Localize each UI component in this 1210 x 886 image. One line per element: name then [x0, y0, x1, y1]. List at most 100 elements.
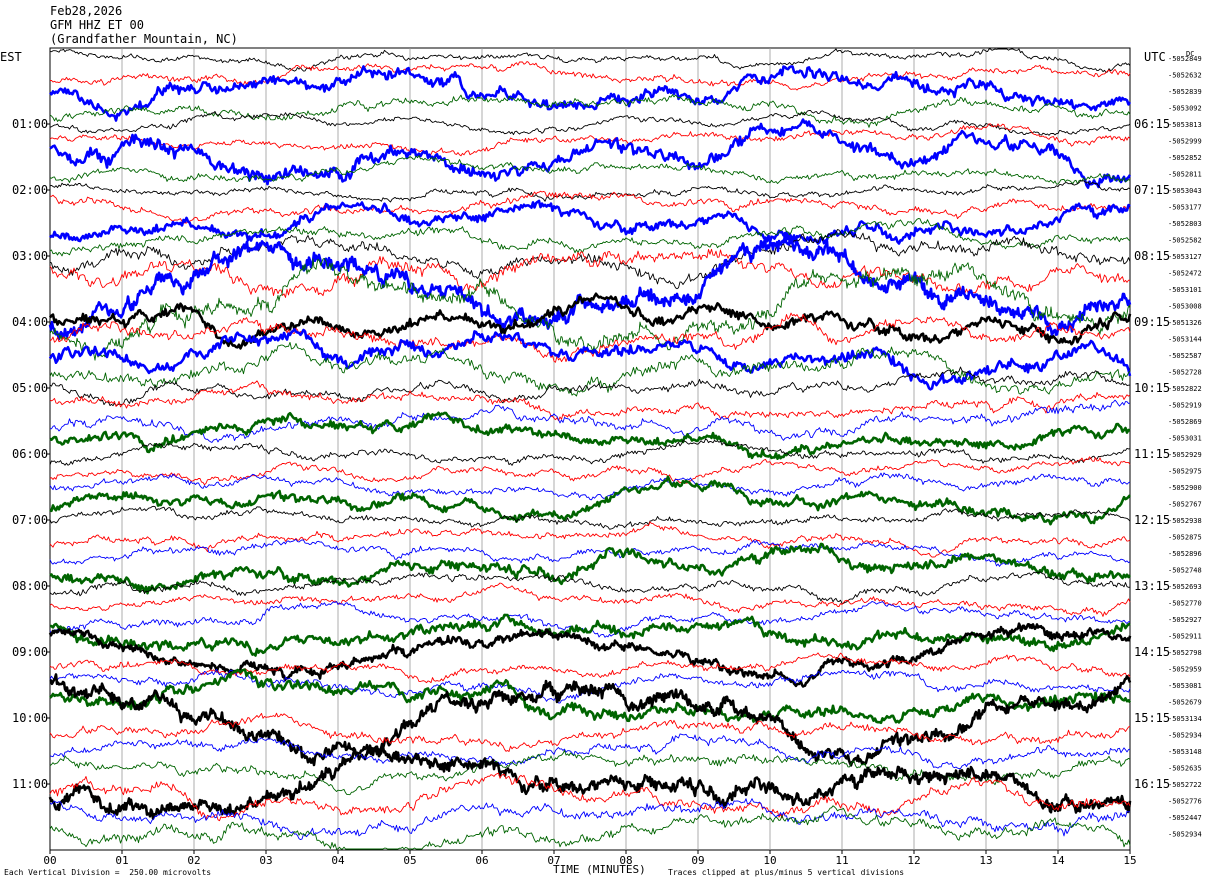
- station-location: (Grandfather Mountain, NC): [50, 32, 238, 46]
- trace-line: [49, 399, 1131, 443]
- trace-line: [49, 155, 1131, 185]
- x-tick-label: 11: [835, 854, 848, 867]
- trace-offset: -5052693: [1168, 583, 1202, 591]
- trace-line: [49, 542, 1131, 595]
- x-tick-label: 03: [259, 854, 272, 867]
- trace-line: [49, 582, 1131, 617]
- trace-offset: -5052728: [1168, 369, 1202, 377]
- est-time-label: 09:00: [12, 645, 48, 659]
- scale-note: Each Vertical Division = 250.00 microvol…: [4, 868, 212, 877]
- trace-offset: -5052803: [1168, 220, 1202, 228]
- x-tick-label: 13: [979, 854, 992, 867]
- est-time-label: 11:00: [12, 777, 48, 791]
- trace-line: [49, 456, 1131, 486]
- trace-line: [49, 48, 1131, 74]
- trace-offset: -5052929: [1168, 451, 1202, 459]
- chart-header: Feb28,2026 GFM HHZ ET 00 (Grandfather Mo…: [50, 4, 238, 46]
- trace-line: [49, 505, 1131, 530]
- est-time-label: 10:00: [12, 711, 48, 725]
- trace-line: [50, 613, 1131, 657]
- trace-line: [49, 472, 1131, 501]
- utc-time-label: 16:15: [1134, 777, 1170, 791]
- trace-line: [49, 438, 1131, 466]
- est-axis-label: EST: [0, 50, 22, 64]
- utc-time-label: 10:15: [1134, 381, 1170, 395]
- utc-time-label: 06:15: [1134, 117, 1170, 131]
- trace-line: [49, 180, 1131, 203]
- trace-offset: -5052875: [1168, 534, 1202, 542]
- x-axis-title: TIME (MINUTES): [553, 863, 646, 876]
- trace-offset: -5053031: [1168, 435, 1202, 443]
- trace-line: [49, 712, 1131, 752]
- trace-offset: -5052767: [1168, 501, 1202, 509]
- left-time-labels: 01:00 02:00 03:00 04:00 05:00 06:00 07:00 08:00…: [12, 117, 50, 791]
- trace-offset: -5053101: [1168, 286, 1202, 294]
- trace-line: [49, 411, 1131, 460]
- trace-line: [49, 733, 1131, 770]
- trace-offset: -5052811: [1168, 171, 1202, 179]
- trace-line: [49, 218, 1131, 257]
- trace-offset: -5053144: [1168, 336, 1202, 344]
- trace-offset: -5052582: [1168, 237, 1202, 245]
- x-tick-label: 08: [619, 854, 632, 867]
- utc-time-label: 13:15: [1134, 579, 1170, 593]
- trace-line: [49, 258, 1131, 361]
- trace-offset-labels: -5052849 -5052632 -5052839 -5053092 -5053813…: [1168, 55, 1202, 839]
- trace-offset: -5053081: [1168, 682, 1202, 690]
- trace-line: [49, 65, 1132, 122]
- trace-line: [49, 123, 1131, 157]
- utc-time-label: 14:15: [1134, 645, 1170, 659]
- utc-time-label: 09:15: [1134, 315, 1170, 329]
- est-time-label: 04:00: [12, 315, 48, 329]
- trace-line: [48, 292, 1132, 350]
- trace-line: [48, 328, 1132, 391]
- utc-time-label: 07:15: [1134, 183, 1170, 197]
- x-tick-label: 07: [547, 854, 560, 867]
- trace-offset: -5052934: [1168, 732, 1202, 740]
- trace-offset: -5052900: [1168, 484, 1202, 492]
- x-tick-label: 15: [1123, 854, 1136, 867]
- trace-offset: -5053092: [1168, 105, 1202, 113]
- trace-offset: -5052934: [1168, 831, 1202, 839]
- trace-offset: -5052472: [1168, 270, 1202, 278]
- trace-line: [49, 571, 1131, 604]
- x-tick-label: 01: [115, 854, 128, 867]
- x-tick-label: 05: [403, 854, 416, 867]
- est-time-label: 07:00: [12, 513, 48, 527]
- est-time-label: 06:00: [12, 447, 48, 461]
- trace-offset: -5052748: [1168, 567, 1202, 575]
- trace-line: [49, 805, 1131, 850]
- x-tick-label: 04: [331, 854, 345, 867]
- trace-offset: -5052975: [1168, 468, 1202, 476]
- utc-time-label: 08:15: [1134, 249, 1170, 263]
- trace-offset: -5052896: [1168, 550, 1202, 558]
- trace-offset: -5052776: [1168, 798, 1202, 806]
- x-tick-label: 02: [187, 854, 200, 867]
- trace-offset: -5052822: [1168, 385, 1202, 393]
- trace-offset: -5052635: [1168, 765, 1202, 773]
- trace-offset: -5052852: [1168, 154, 1202, 162]
- x-axis-ticks: 00 01 02 03 04 05 06 07 08 09 10 11 12 13 14 15: [43, 850, 1137, 867]
- right-time-labels: 06:15 07:15 08:15 09:15 10:15 11:15 12:15 13:15…: [1134, 117, 1170, 791]
- trace-line: [49, 341, 1131, 397]
- trace-offset: -5052587: [1168, 352, 1202, 360]
- trace-offset: -5052798: [1168, 649, 1202, 657]
- utc-time-label: 15:15: [1134, 711, 1170, 725]
- x-tick-label: 12: [907, 854, 920, 867]
- trace-offset: -5052849: [1168, 55, 1202, 63]
- trace-line: [49, 248, 1130, 298]
- est-time-label: 03:00: [12, 249, 48, 263]
- trace-offset: -5052938: [1168, 517, 1202, 525]
- trace-offset: -5052722: [1168, 781, 1202, 789]
- x-tick-label: 06: [475, 854, 488, 867]
- trace-offset: -5053043: [1168, 187, 1202, 195]
- trace-offset: -5052770: [1168, 600, 1202, 608]
- x-tick-label: 10: [763, 854, 776, 867]
- trace-line: [49, 118, 1132, 189]
- trace-line: [49, 94, 1131, 128]
- trace-offset: -5053177: [1168, 204, 1202, 212]
- trace-line: [49, 61, 1131, 91]
- trace-offset: -5051326: [1168, 319, 1202, 327]
- trace-line: [49, 366, 1131, 407]
